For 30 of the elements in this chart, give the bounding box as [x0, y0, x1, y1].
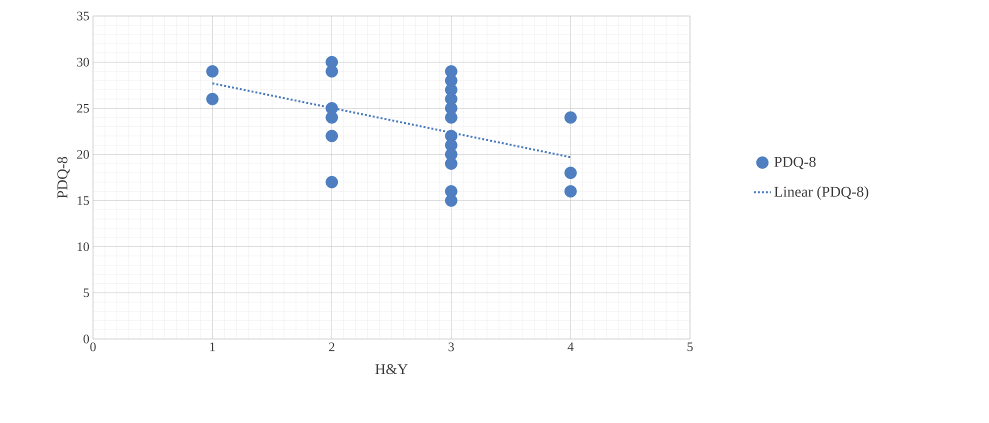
point: [326, 65, 338, 78]
point: [206, 65, 219, 78]
x-tick-label: 0: [90, 342, 96, 352]
x-tick-label: 1: [210, 342, 215, 352]
legend-label: PDQ-8: [774, 156, 816, 170]
y-tick-label: 30: [77, 58, 89, 67]
point: [564, 166, 577, 180]
y-tick-label: 20: [77, 150, 89, 159]
legend-label: Linear (PDQ-8): [774, 186, 868, 200]
y-tick-label: 0: [84, 334, 89, 344]
x-tick-label: 3: [448, 342, 454, 352]
y-tick-label: 5: [84, 288, 89, 298]
point: [206, 92, 219, 106]
point: [445, 157, 458, 170]
x-tick-label: 4: [568, 342, 574, 352]
y-tick-label: 35: [77, 12, 89, 20]
point: [326, 111, 338, 124]
x-tick-label: 5: [688, 342, 693, 352]
point: [326, 130, 338, 142]
y-axis-title: PDQ-8: [57, 156, 70, 198]
x-axis-title: H&Y: [375, 364, 408, 374]
point: [326, 176, 338, 188]
point: [445, 194, 458, 207]
y-tick-label: 10: [78, 242, 89, 252]
point: [564, 185, 577, 198]
y-tick-label: 25: [77, 104, 89, 113]
point: [445, 111, 458, 124]
point: [564, 111, 577, 124]
y-tick-label: 15: [78, 196, 89, 205]
x-tick-label: 2: [329, 342, 334, 352]
